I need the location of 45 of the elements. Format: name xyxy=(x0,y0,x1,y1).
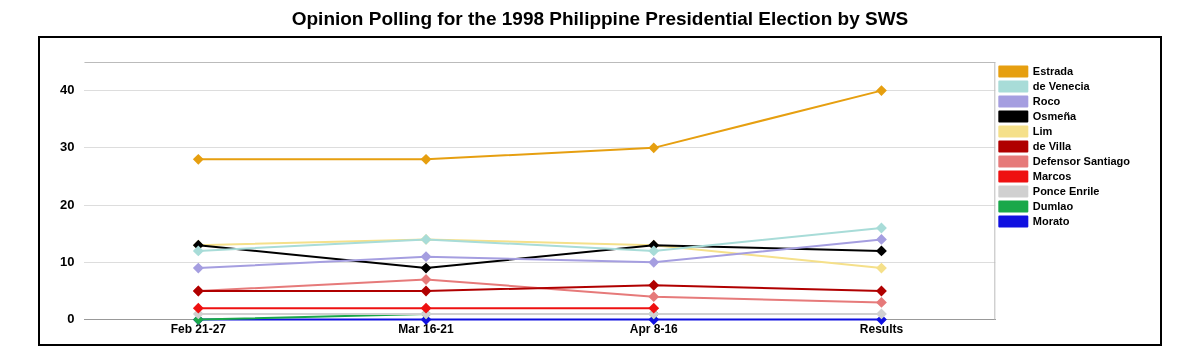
point xyxy=(648,245,659,256)
legend-label: Marcos xyxy=(1032,169,1072,182)
point xyxy=(193,303,204,314)
point xyxy=(876,297,887,308)
legend-label: Defensor Santiago xyxy=(1032,154,1131,167)
point xyxy=(648,303,659,314)
point xyxy=(421,263,432,274)
y-tick-label: 10 xyxy=(59,253,75,269)
point xyxy=(421,154,432,165)
x-tick-label: Mar 16-21 xyxy=(398,322,455,337)
legend-label: Osmeña xyxy=(1032,109,1078,122)
legend-label: Estrada xyxy=(1032,64,1075,77)
legend-label: Ponce Enrile xyxy=(1032,184,1100,197)
chart-title: Opinion Polling for the 1998 Philippine Presidential Election by SWS xyxy=(290,8,910,31)
point xyxy=(421,303,432,314)
legend-label: de Villa xyxy=(1032,139,1073,152)
legend-label: Morato xyxy=(1032,214,1070,227)
y-tick-label: 20 xyxy=(59,196,75,212)
y-tick-label: 30 xyxy=(59,139,75,155)
point xyxy=(876,223,887,234)
x-tick-label: Feb 21-27 xyxy=(170,322,227,337)
point xyxy=(876,308,887,319)
point xyxy=(876,85,887,96)
x-tick-label: Apr 8-16 xyxy=(629,322,679,337)
point xyxy=(876,245,887,256)
point xyxy=(421,285,432,296)
point xyxy=(421,251,432,262)
point xyxy=(421,274,432,285)
point xyxy=(876,234,887,245)
point xyxy=(648,280,659,291)
x-tick-label: Results xyxy=(859,322,904,337)
point xyxy=(876,285,887,296)
point xyxy=(193,263,204,274)
legend-label: de Venecia xyxy=(1032,79,1091,92)
point xyxy=(648,291,659,302)
point xyxy=(193,245,204,256)
y-tick-label: 40 xyxy=(59,82,75,98)
y-tick-label: 0 xyxy=(67,311,75,327)
legend-label: Dumlao xyxy=(1032,199,1074,212)
legend-label: Roco xyxy=(1032,94,1061,107)
point xyxy=(193,154,204,165)
legend-label: Lim xyxy=(1032,124,1053,137)
point xyxy=(648,257,659,268)
point xyxy=(648,142,659,153)
point xyxy=(876,263,887,274)
